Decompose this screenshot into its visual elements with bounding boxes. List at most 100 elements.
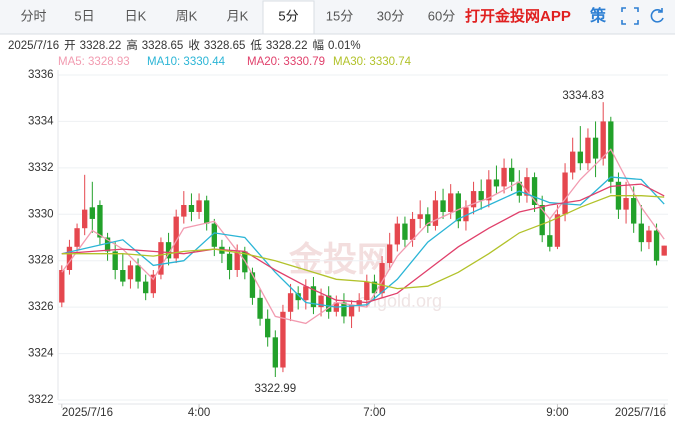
x-tick-label: 4:00: [188, 407, 210, 419]
candle-body: [158, 242, 164, 275]
candle-body: [562, 172, 568, 215]
candle-body: [402, 223, 408, 240]
candle-body: [440, 200, 446, 212]
tab[interactable]: 分时: [20, 8, 46, 23]
candle-body: [165, 242, 172, 259]
candle-body: [394, 223, 400, 245]
low-annotation: 3322.99: [255, 383, 297, 395]
candle-body: [211, 223, 217, 247]
fullscreen-icon[interactable]: [621, 7, 639, 25]
candle-body: [127, 265, 134, 280]
candle-body: [577, 151, 583, 164]
candle-body: [112, 251, 118, 270]
tab[interactable]: 60分: [428, 8, 455, 23]
watermark: 金投网: [288, 240, 391, 279]
candle-body: [143, 281, 149, 294]
info-date: 2025/7/16: [8, 40, 59, 52]
candle-body: [661, 245, 667, 256]
y-tick-label: 3330: [28, 208, 54, 220]
candle-body: [409, 218, 416, 240]
ma-line: [61, 176, 665, 308]
candle-body: [280, 311, 286, 368]
candle-body: [531, 177, 538, 205]
y-tick-label: 3328: [28, 255, 54, 267]
ma-line: [61, 148, 665, 325]
candle-body: [150, 274, 156, 294]
tab-bar: [0, 0, 675, 34]
ma-line: [61, 183, 665, 304]
tab[interactable]: 5分: [278, 8, 298, 23]
tab[interactable]: 周K: [176, 8, 198, 23]
ma-line: [61, 195, 665, 290]
y-tick-label: 3322: [28, 394, 54, 406]
candle-body: [97, 205, 103, 238]
candle-body: [226, 253, 233, 270]
legend-entry: MA10: 3330.44: [147, 56, 226, 68]
y-tick-label: 3324: [28, 348, 54, 360]
candle-body: [455, 193, 461, 222]
info-label: 低: [250, 39, 262, 52]
candle-body: [181, 205, 187, 217]
y-tick-label: 3332: [28, 162, 54, 174]
info-value: 0.01%: [328, 40, 361, 52]
candle-body: [646, 230, 652, 243]
active-tab: [262, 0, 315, 35]
candle-body: [653, 230, 660, 261]
candle-body: [539, 205, 545, 236]
high-annotation: 3334.83: [562, 90, 604, 102]
refresh-icon[interactable]: [650, 8, 664, 23]
y-tick-label: 3326: [28, 301, 54, 313]
candle-body: [608, 121, 614, 182]
candle-body: [272, 337, 278, 368]
candle-body: [341, 302, 347, 317]
candle-body: [570, 151, 576, 173]
candle-body: [173, 216, 179, 259]
candle-body: [478, 191, 484, 201]
candle-body: [326, 295, 332, 312]
info-value: 3328.65: [142, 40, 184, 52]
candle-body: [204, 200, 210, 224]
tab[interactable]: 日K: [125, 8, 147, 23]
candle-body: [623, 198, 629, 210]
candle-body: [74, 228, 80, 247]
candle-body: [66, 246, 73, 270]
candle-body: [509, 167, 515, 182]
tab[interactable]: 月K: [227, 8, 249, 23]
candle-body: [387, 244, 393, 264]
info-value: 3328.22: [266, 40, 308, 52]
candle-body: [486, 179, 492, 201]
app-link[interactable]: 打开金投网APP: [465, 7, 571, 25]
candle-body: [249, 272, 256, 298]
candle-body: [120, 270, 126, 282]
candle-body: [463, 207, 469, 222]
tab[interactable]: 15分: [326, 8, 353, 23]
candle-body: [59, 270, 65, 303]
candle-body: [554, 214, 561, 247]
info-value: 3328.22: [80, 40, 122, 52]
candle-body: [348, 304, 355, 317]
candle-body: [638, 223, 644, 243]
candle-body: [287, 293, 294, 312]
candle-body: [600, 121, 606, 159]
x-tick-label: 7:00: [363, 407, 385, 419]
tab[interactable]: 30分: [377, 8, 404, 23]
legend-entry: MA30: 3330.74: [333, 56, 412, 68]
y-tick-label: 3336: [28, 69, 54, 81]
candle-body: [432, 200, 439, 226]
x-tick-label: 2025/7/16: [62, 407, 113, 419]
candle-body: [234, 251, 240, 270]
candle-body: [310, 286, 317, 308]
x-tick-label: 2025/7/16: [615, 407, 666, 419]
candle-body: [295, 293, 301, 301]
info-label: 高: [126, 38, 138, 52]
candle-body: [516, 181, 522, 196]
candle-body: [257, 297, 263, 319]
tab[interactable]: 5日: [74, 8, 94, 23]
candle-body: [104, 237, 111, 252]
x-tick-label: 9:00: [546, 407, 568, 419]
candle-body: [493, 179, 500, 187]
tool-button[interactable]: 策: [589, 6, 607, 25]
info-label: 开: [64, 40, 76, 52]
candle-body: [448, 193, 454, 212]
